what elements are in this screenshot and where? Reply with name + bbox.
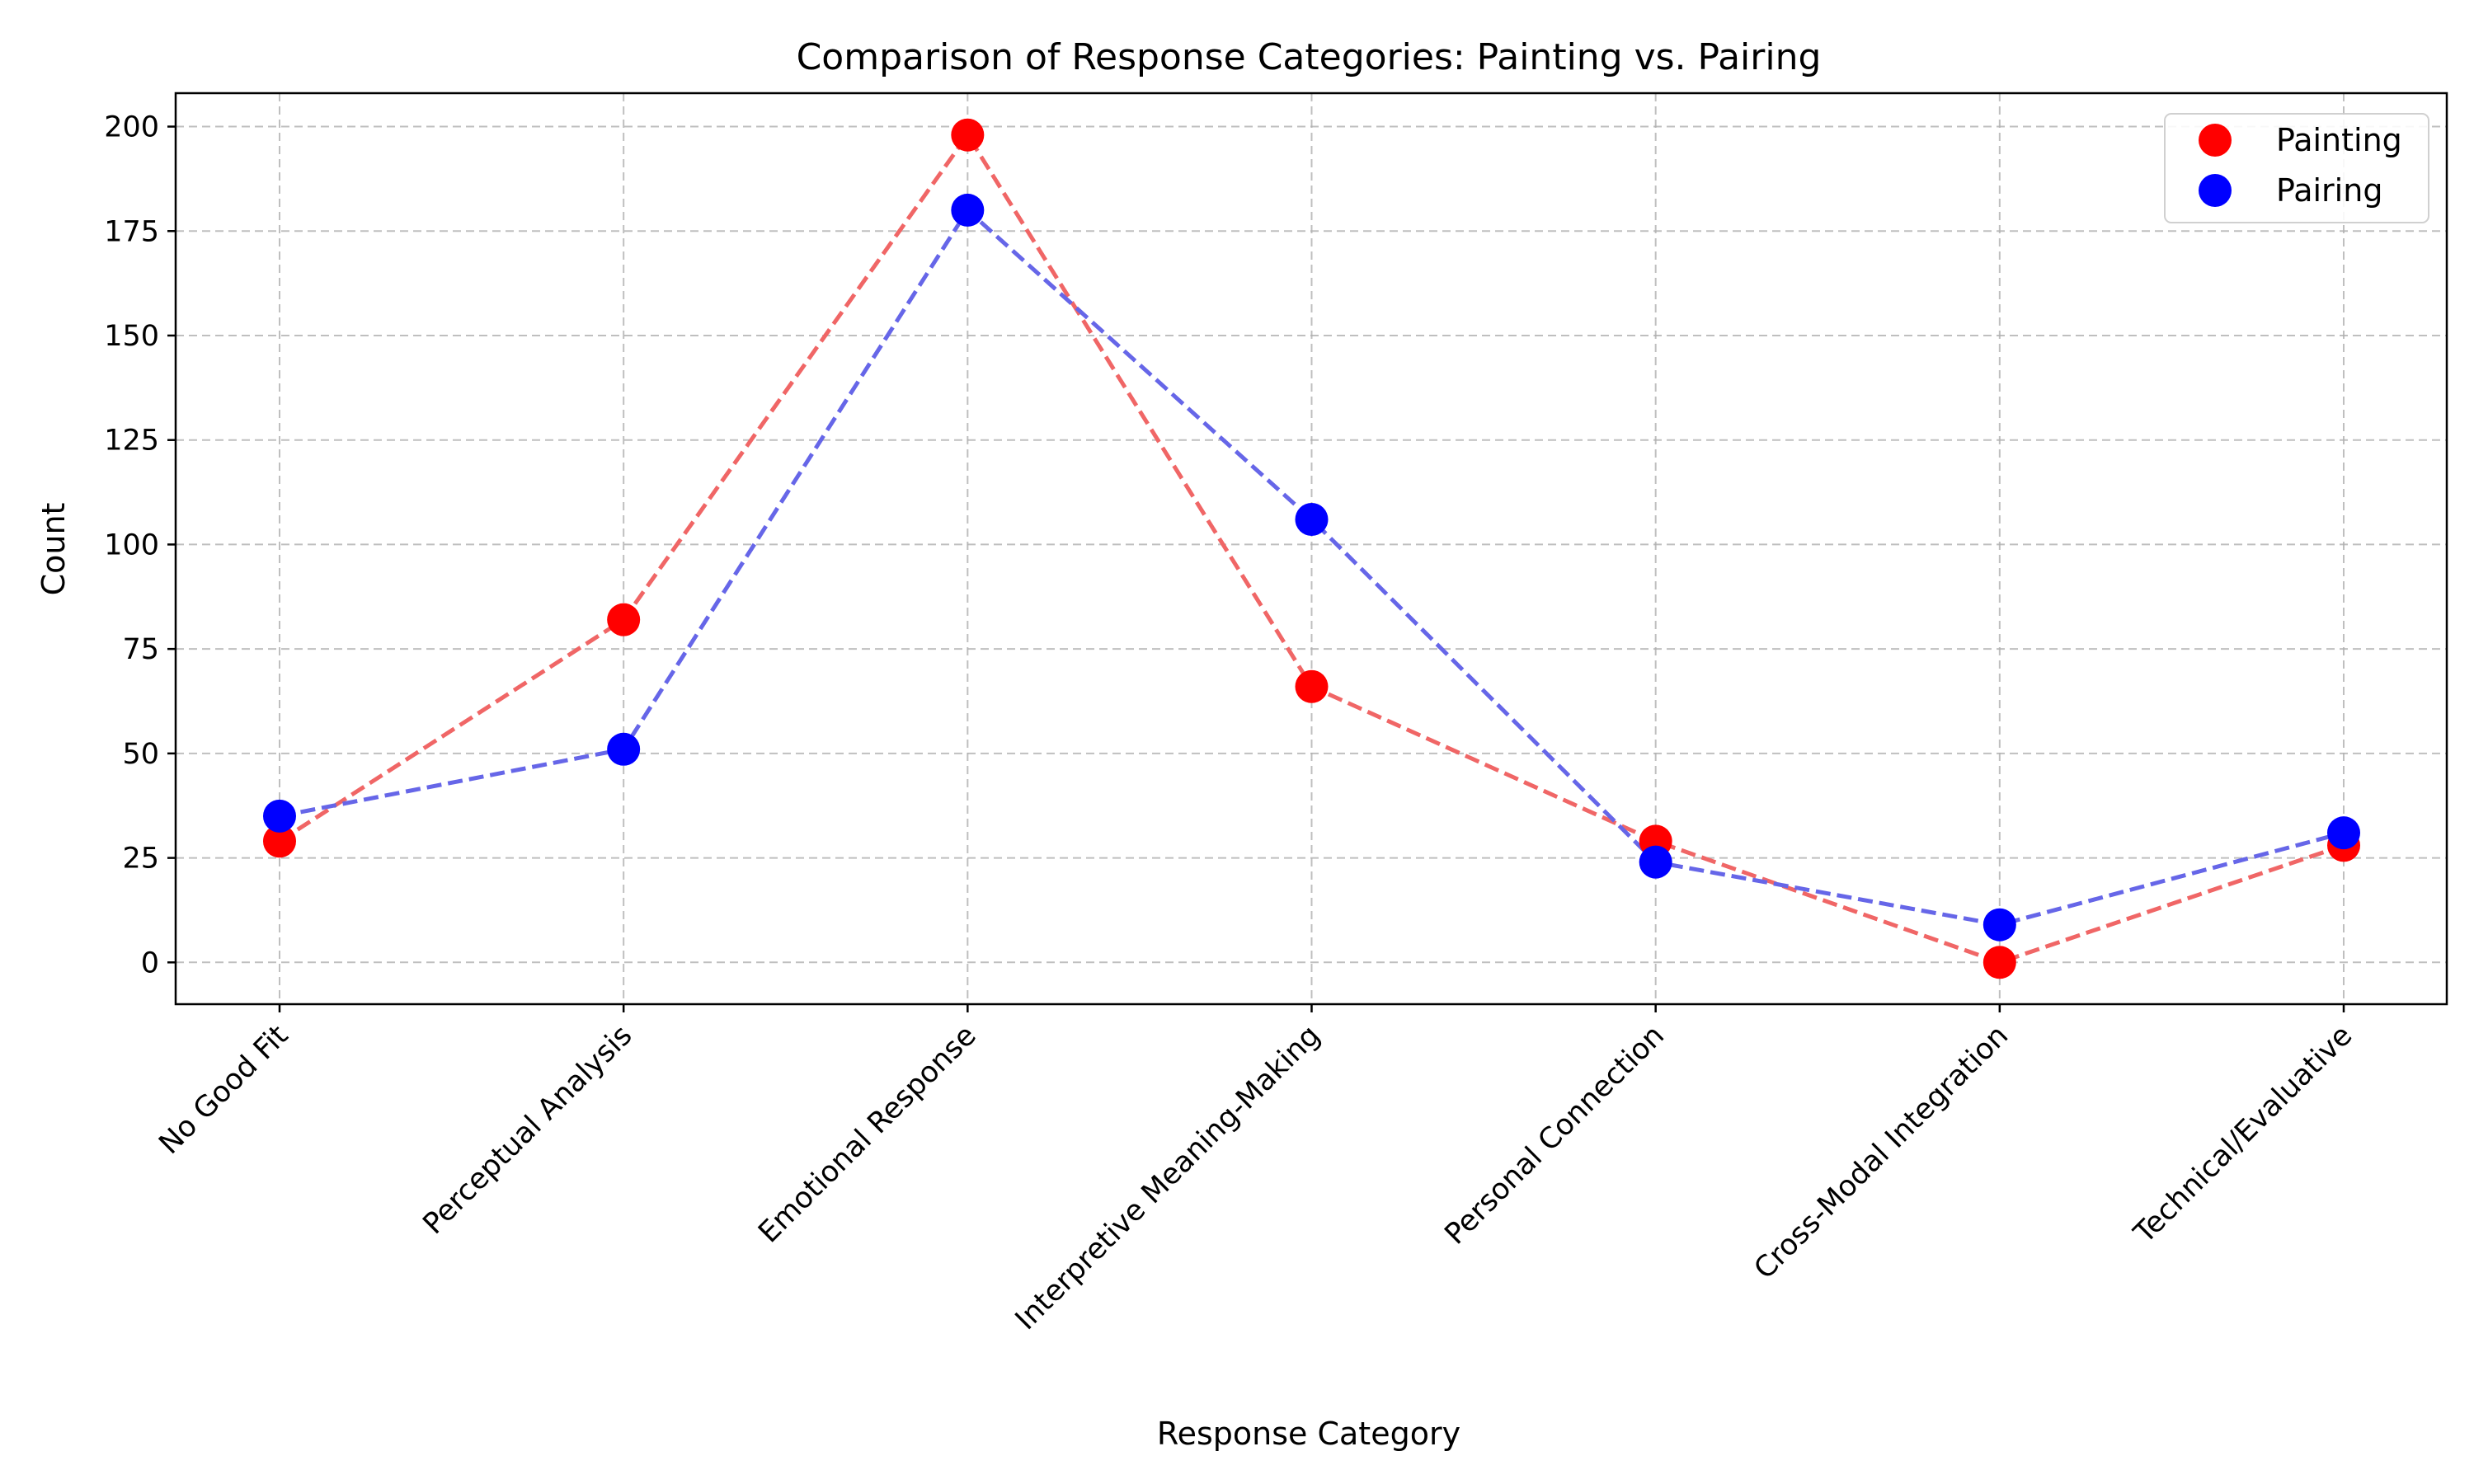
x-tick-label-cross-modal-integration: Cross-Modal Integration	[1748, 1019, 2015, 1286]
y-tick-label-25: 25	[122, 843, 159, 876]
point-painting-no-good-fit	[263, 824, 296, 858]
y-axis-ticks: 0 25 50 75 100 125 150 175 200	[104, 111, 176, 979]
point-pairing-perceptual-analysis	[607, 732, 641, 766]
series-points	[263, 118, 2360, 979]
y-tick-label-175: 175	[104, 215, 159, 248]
y-tick-label-50: 50	[122, 738, 159, 771]
x-axis-label: Response Category	[1157, 1416, 1460, 1452]
x-tick-label-interpretive-meaning-making: Interpretive Meaning-Making	[1009, 1019, 1327, 1336]
legend-label-painting: Painting	[2276, 122, 2402, 158]
y-tick-label-150: 150	[104, 320, 159, 353]
legend-marker-painting	[2199, 124, 2232, 157]
x-tick-label-technical-evaluative: Technical/Evaluative	[2128, 1019, 2359, 1251]
legend-marker-pairing	[2199, 174, 2232, 207]
point-painting-emotional-response	[951, 118, 985, 152]
x-tick-label-personal-connection: Personal Connection	[1439, 1019, 1671, 1251]
point-painting-interpretive-meaning-making	[1295, 669, 1329, 703]
y-axis-label: Count	[35, 503, 72, 596]
point-pairing-cross-modal-integration	[1982, 908, 2016, 942]
series-line-pairing	[279, 207, 2345, 928]
y-tick-label-100: 100	[104, 528, 159, 561]
point-pairing-no-good-fit	[263, 799, 296, 833]
point-pairing-technical-evaluative	[2327, 816, 2360, 850]
legend: Painting Pairing	[2164, 113, 2429, 223]
x-tick-label-emotional-response: Emotional Response	[752, 1019, 982, 1249]
x-axis-ticks: No Good Fit Perceptual Analysis Emotional …	[153, 1004, 2359, 1336]
point-pairing-emotional-response	[951, 193, 985, 227]
chart-title: Comparison of Response Categories: Paint…	[797, 36, 1822, 78]
point-pairing-interpretive-meaning-making	[1295, 503, 1329, 537]
grid	[176, 93, 2447, 1004]
legend-label-pairing: Pairing	[2276, 172, 2382, 209]
y-tick-label-125: 125	[104, 425, 159, 458]
x-tick-label-perceptual-analysis: Perceptual Analysis	[417, 1019, 639, 1241]
point-painting-cross-modal-integration	[1982, 946, 2016, 979]
x-tick-label-no-good-fit: No Good Fit	[153, 1019, 295, 1161]
y-tick-label-200: 200	[104, 111, 159, 144]
point-painting-perceptual-analysis	[607, 603, 641, 636]
y-tick-label-75: 75	[122, 633, 159, 666]
y-tick-label-0: 0	[141, 946, 159, 979]
point-pairing-personal-connection	[1639, 845, 1672, 879]
